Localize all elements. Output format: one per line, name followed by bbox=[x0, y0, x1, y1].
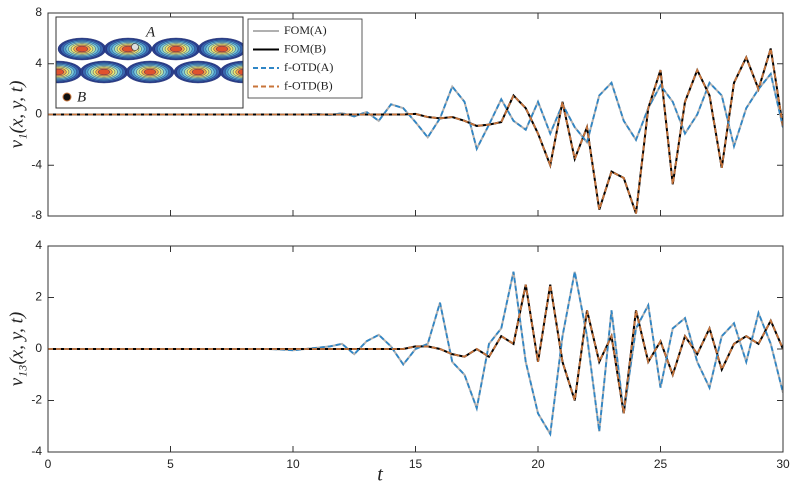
legend-label: FOM(A) bbox=[284, 23, 327, 37]
y-tick-label: 4 bbox=[35, 56, 42, 70]
y-tick-label: -8 bbox=[31, 208, 42, 222]
annotation: A bbox=[145, 24, 156, 40]
y-tick-label: -2 bbox=[31, 393, 42, 407]
y-tick-label: 8 bbox=[35, 5, 42, 19]
legend-label: f-OTD(B) bbox=[284, 78, 333, 92]
probe-a bbox=[131, 43, 139, 51]
probe-b bbox=[62, 92, 72, 102]
y-tick-label: 2 bbox=[35, 290, 42, 304]
inset bbox=[56, 17, 243, 108]
legend-label: FOM(B) bbox=[284, 41, 326, 55]
x-tick-label: 0 bbox=[45, 457, 52, 471]
y-tick-label: -4 bbox=[31, 444, 42, 458]
contour bbox=[56, 68, 64, 76]
series-line bbox=[48, 284, 783, 414]
axes-frame bbox=[47, 245, 784, 453]
y-axis-label: v₁(x, y, t) bbox=[6, 81, 27, 149]
x-axis-label: t bbox=[377, 464, 383, 486]
axes-frame bbox=[47, 12, 784, 217]
x-tick-label: 15 bbox=[409, 457, 423, 471]
y-tick-label: 0 bbox=[35, 341, 42, 355]
series-line bbox=[48, 48, 783, 214]
legend-box bbox=[247, 18, 363, 99]
contour bbox=[215, 45, 228, 53]
contour bbox=[97, 68, 110, 76]
x-tick-label: 10 bbox=[286, 457, 300, 471]
series-group bbox=[48, 48, 783, 214]
x-tick-label: 5 bbox=[167, 457, 174, 471]
contour bbox=[238, 68, 243, 76]
x-tick-label: 30 bbox=[776, 457, 790, 471]
contour bbox=[143, 68, 156, 76]
contour bbox=[169, 45, 182, 53]
inset-frame bbox=[55, 16, 244, 109]
y-tick-label: 0 bbox=[35, 107, 42, 121]
y-tick-label: 4 bbox=[35, 238, 42, 252]
y-tick-label: -4 bbox=[31, 157, 42, 171]
legend-label: f-OTD(A) bbox=[284, 60, 333, 74]
series-group bbox=[48, 271, 783, 437]
annotation: B bbox=[77, 89, 86, 105]
x-tick-label: 25 bbox=[654, 457, 668, 471]
contour bbox=[191, 68, 204, 76]
x-tick-label: 20 bbox=[531, 457, 545, 471]
y-axis-label: v₁₃(x, y, t) bbox=[6, 312, 27, 386]
contour bbox=[75, 45, 88, 53]
